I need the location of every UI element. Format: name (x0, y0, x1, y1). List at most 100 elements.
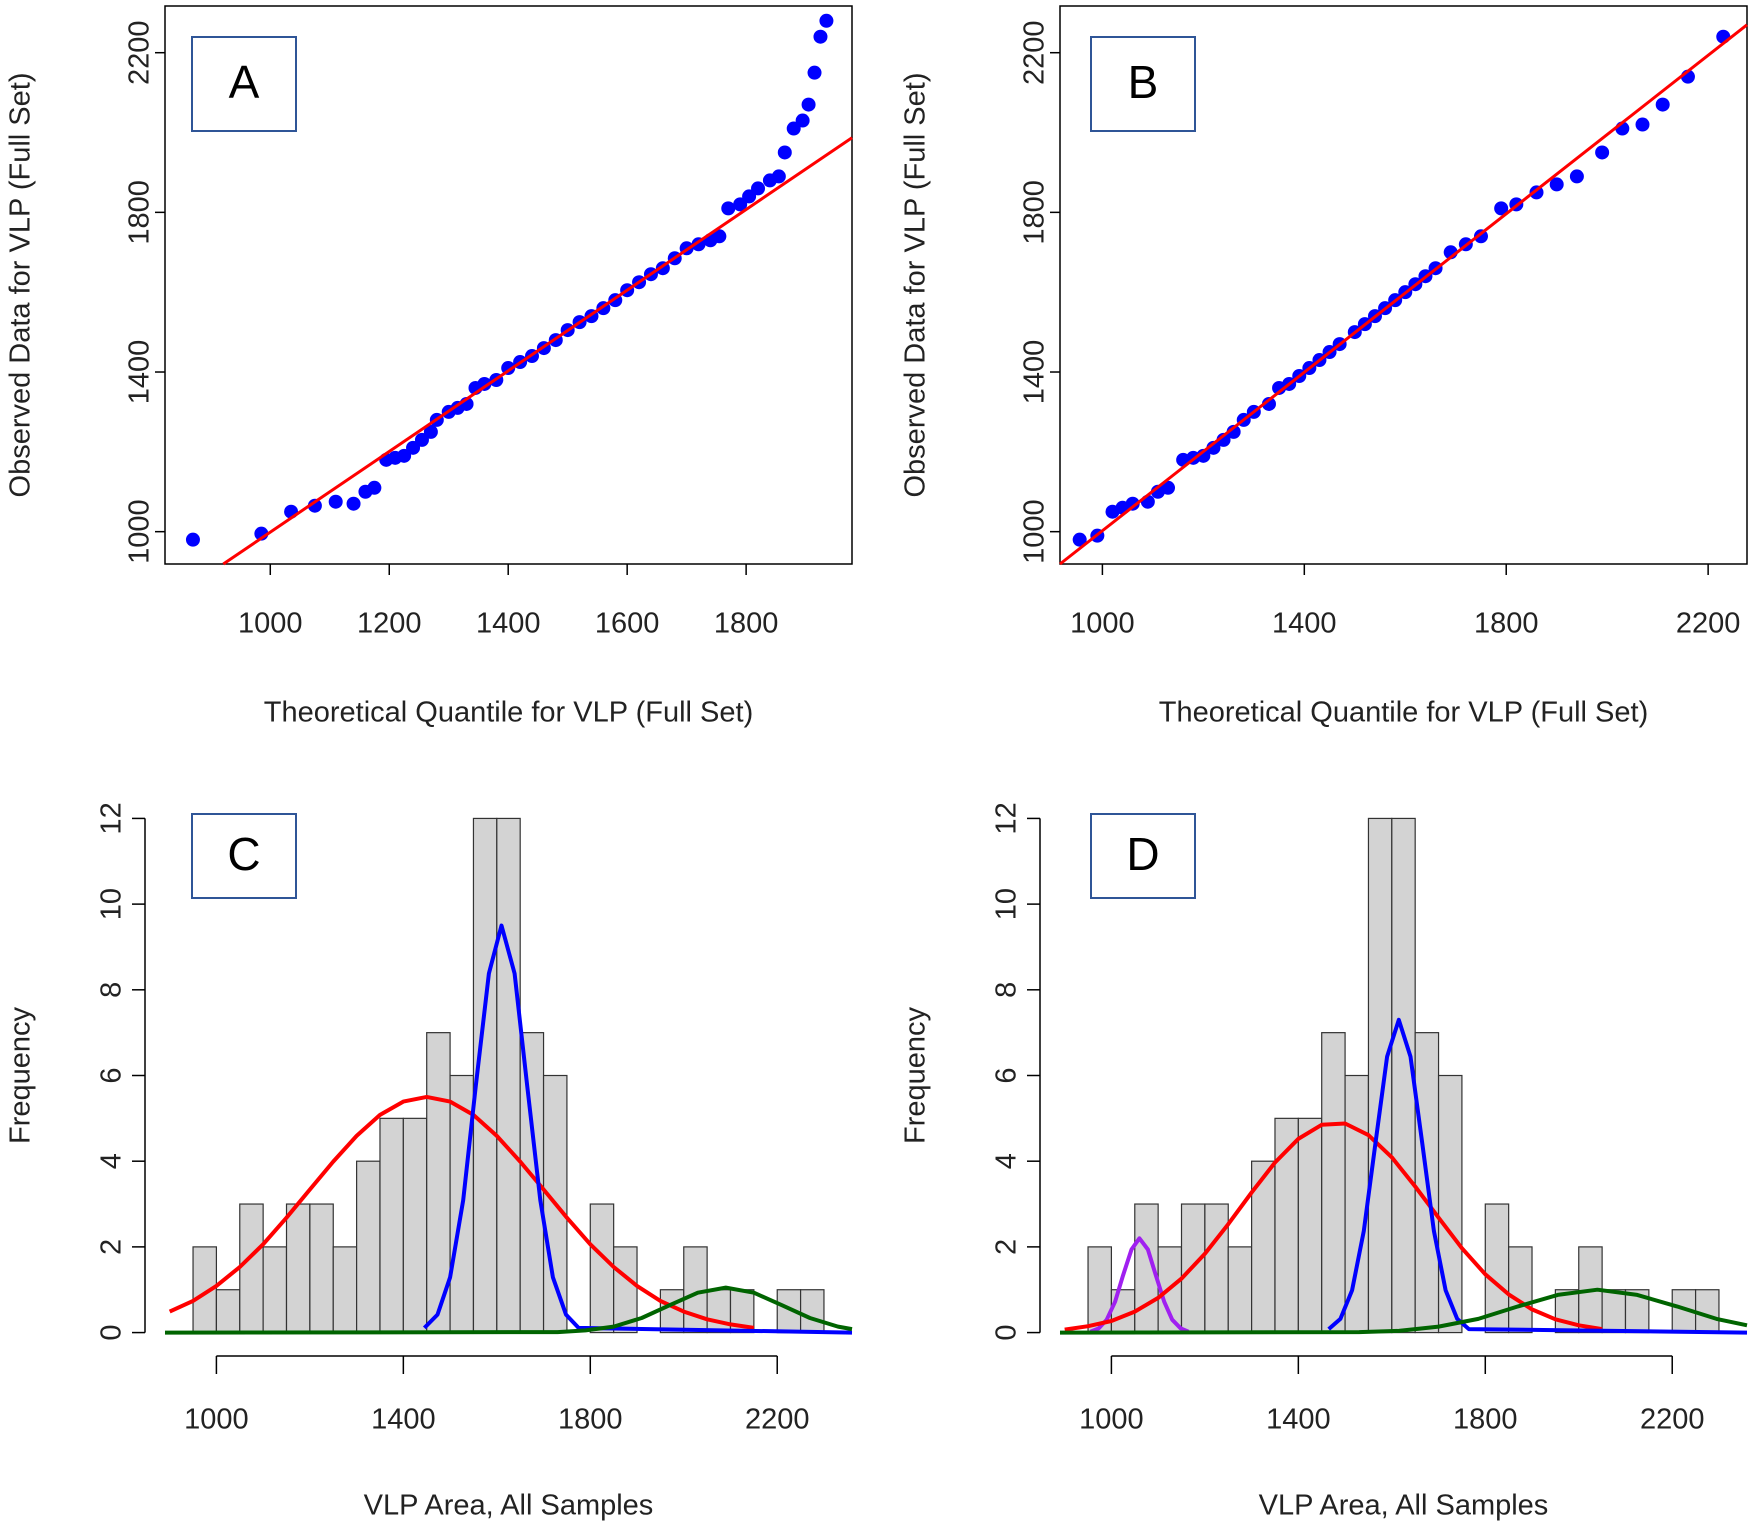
point (477, 376, 492, 391)
y-tick-label: 6 (991, 1067, 1023, 1083)
x-tick-label: 2200 (1676, 608, 1741, 640)
bar (1204, 1203, 1229, 1334)
panel-label: D (1126, 828, 1159, 880)
x-tick-label: 1400 (1272, 608, 1337, 640)
panel-label-box (191, 36, 297, 132)
y-tick-label: 2200 (1019, 20, 1051, 85)
x-tick-label: 1000 (184, 1404, 249, 1436)
y-tick-label: 8 (96, 982, 128, 998)
point (1549, 177, 1564, 192)
point (751, 181, 766, 196)
y-tick-label: 4 (991, 1153, 1023, 1169)
bar (496, 817, 521, 1334)
x-axis-title: Theoretical Quantile for VLP (Full Set) (264, 697, 753, 729)
x-tick-label: 2200 (1640, 1404, 1705, 1436)
point (742, 189, 757, 204)
bar (613, 1246, 638, 1334)
x-tick-label: 1000 (238, 608, 303, 640)
panel-label: A (229, 56, 260, 108)
point (414, 432, 429, 447)
point (367, 480, 382, 495)
point (712, 229, 727, 244)
point (1569, 169, 1584, 184)
bar (1508, 1246, 1533, 1334)
y-tick-label: 8 (991, 982, 1023, 998)
y-tick-label: 12 (96, 802, 128, 834)
bar (589, 1203, 615, 1334)
panel-label-box (1090, 36, 1196, 132)
x-tick-label: 1400 (476, 608, 541, 640)
density-curve (422, 923, 853, 1335)
point (1494, 201, 1509, 216)
point (807, 65, 822, 80)
point (721, 201, 736, 216)
plot-frame (1059, 5, 1748, 565)
bar (262, 1246, 288, 1334)
x-tick-label: 1400 (1266, 1404, 1331, 1436)
point (1595, 145, 1610, 160)
bar (1321, 1032, 1346, 1334)
point (397, 448, 412, 463)
y-tick-label: 1000 (1019, 499, 1051, 564)
density-curve (1327, 1017, 1748, 1335)
point (1072, 532, 1087, 547)
bar (1297, 1117, 1323, 1334)
density-curve (1089, 1236, 1190, 1334)
y-tick-label: 12 (991, 802, 1023, 834)
x-axis-title: Theoretical Quantile for VLP (Full Set) (1159, 697, 1648, 729)
y-tick-label: 1800 (124, 180, 156, 245)
y-tick-label: 2200 (124, 20, 156, 85)
x-axis-title: VLP Area, All Samples (364, 1490, 654, 1522)
point (801, 97, 816, 112)
bar (706, 1289, 732, 1334)
density-curve (1059, 1287, 1748, 1335)
bar (356, 1160, 381, 1334)
bar (239, 1203, 264, 1334)
point (406, 440, 421, 455)
x-tick-label: 1200 (357, 608, 422, 640)
y-axis-title: Frequency (5, 1006, 37, 1144)
y-tick-label: 1000 (124, 499, 156, 564)
y-tick-label: 0 (96, 1325, 128, 1341)
y-tick-label: 6 (96, 1067, 128, 1083)
x-tick-label: 1400 (371, 1404, 436, 1436)
x-tick-label: 1800 (1453, 1404, 1518, 1436)
panel-label-box (191, 813, 297, 899)
y-tick-label: 10 (96, 888, 128, 920)
point (307, 498, 322, 513)
bar (215, 1289, 241, 1334)
point (423, 424, 438, 439)
density-curve (1064, 1121, 1603, 1332)
y-tick-label: 1400 (1019, 340, 1051, 405)
point (1473, 229, 1488, 244)
x-tick-label: 1800 (1474, 608, 1539, 640)
point (777, 145, 792, 160)
y-tick-label: 0 (991, 1325, 1023, 1341)
bar (1601, 1289, 1627, 1334)
x-tick-label: 2200 (745, 1404, 810, 1436)
point (771, 169, 786, 184)
bar (285, 1203, 311, 1334)
panel-label: B (1128, 56, 1159, 108)
y-tick-label: 1800 (1019, 180, 1051, 245)
bar (379, 1117, 404, 1334)
bar (402, 1117, 428, 1334)
point (185, 532, 200, 547)
point (786, 121, 801, 136)
density-curve (168, 1094, 755, 1330)
bar (1437, 1074, 1463, 1334)
point (1161, 480, 1176, 495)
point (813, 29, 828, 44)
point (795, 113, 810, 128)
y-tick-label: 2 (96, 1239, 128, 1255)
point (328, 494, 343, 509)
bar (1227, 1246, 1253, 1334)
y-tick-label: 10 (991, 888, 1023, 920)
reference-line (222, 136, 853, 566)
x-tick-label: 1000 (1079, 1404, 1144, 1436)
point (1655, 97, 1670, 112)
point (733, 197, 748, 212)
density-curve (164, 1285, 853, 1335)
reference-line (1059, 23, 1748, 566)
point (1261, 396, 1276, 411)
